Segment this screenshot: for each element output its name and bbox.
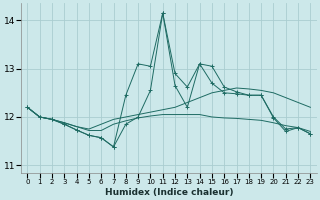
X-axis label: Humidex (Indice chaleur): Humidex (Indice chaleur) — [105, 188, 233, 197]
